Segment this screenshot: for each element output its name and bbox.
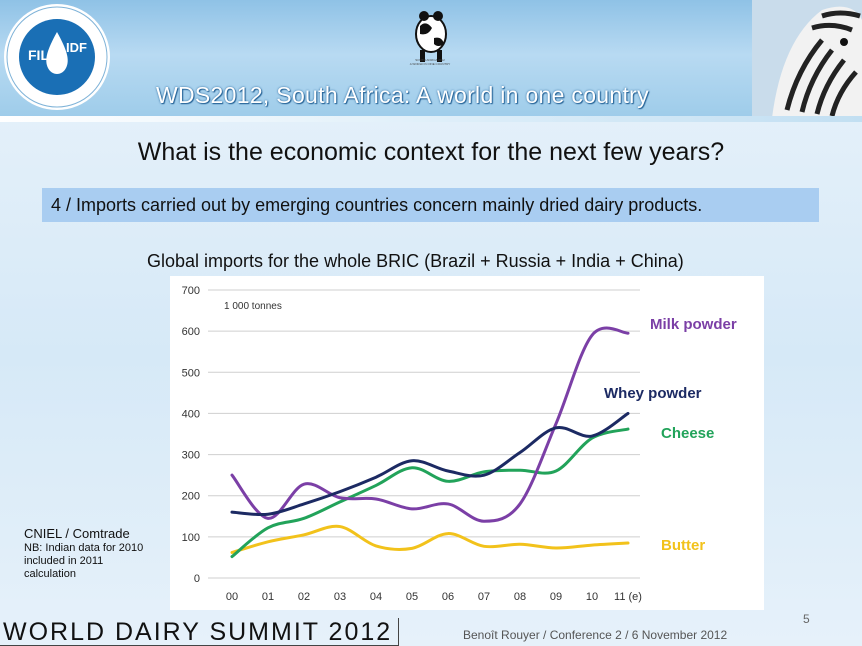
series-label-whey-powder: Whey powder: [604, 385, 702, 402]
cow-caption-line-1: SOUTH AFRICA 2012: [415, 58, 445, 62]
x-tick-label: 11 (e): [614, 591, 642, 603]
data-note: NB: Indian data for 2010 included in 201…: [24, 542, 144, 580]
x-tick-label: 09: [550, 591, 562, 603]
series-line-butter: [230, 524, 630, 554]
y-tick-label: 700: [182, 285, 200, 297]
series-line-milk-powder: [230, 326, 630, 523]
footer-summit-title: WORLD DAIRY SUMMIT 2012: [0, 618, 400, 646]
slide-title: What is the economic context for the nex…: [137, 138, 725, 166]
x-tick-label: 07: [478, 591, 490, 603]
chart-area: 0 100 200 300 400 500 600 700 00 01 02 03 04 05 06 07 08…: [170, 276, 764, 610]
x-tick-label: 04: [370, 591, 382, 603]
y-tick-label: 500: [182, 367, 200, 379]
y-tick-label: 600: [182, 326, 200, 338]
x-tick-label: 08: [514, 591, 526, 603]
key-point-box: 4 / Imports carried out by emerging coun…: [42, 188, 819, 222]
series-line-cheese: [230, 427, 630, 559]
source-label: CNIEL / Comtrade: [24, 526, 130, 541]
x-tick-label: 02: [298, 591, 310, 603]
fil-idf-logo-icon: FIL IDF: [4, 4, 110, 110]
svg-text:FIL: FIL: [28, 47, 49, 63]
series-line-whey-powder: [230, 411, 630, 517]
x-tick-label: 00: [226, 591, 238, 603]
cow-mascot-icon: [415, 11, 447, 62]
line-chart: 0 100 200 300 400 500 600 700 00 01 02 03 04 05 06 07 08…: [182, 285, 737, 603]
y-tick-label: 300: [182, 450, 200, 462]
x-tick-label: 01: [262, 591, 274, 603]
page-number: 5: [803, 612, 810, 626]
banner: FIL IDF SOUTH AFRICA 2012 A WORLD IN ONE…: [0, 0, 862, 122]
y-tick-label: 400: [182, 408, 200, 420]
x-tick-label: 05: [406, 591, 418, 603]
series-label-milk-powder: Milk powder: [650, 316, 737, 333]
series-label-cheese: Cheese: [661, 425, 714, 442]
x-tick-label: 06: [442, 591, 454, 603]
y-tick-label: 100: [182, 532, 200, 544]
chart-title: Global imports for the whole BRIC (Brazi…: [147, 251, 684, 271]
cow-caption: SOUTH AFRICA 2012 A WORLD IN ONE COUNTRY: [400, 58, 460, 66]
x-tick-label: 03: [334, 591, 346, 603]
x-tick-label: 10: [586, 591, 598, 603]
unit-label: 1 000 tonnes: [224, 301, 282, 312]
zebra-photo-icon: [752, 0, 862, 118]
y-tick-label: 200: [182, 491, 200, 503]
footer-presenter: Benoît Rouyer / Conference 2 / 6 Novembe…: [463, 628, 728, 642]
series-label-butter: Butter: [661, 537, 705, 554]
svg-text:IDF: IDF: [66, 40, 87, 55]
y-tick-label: 0: [194, 573, 200, 585]
banner-title: WDS2012, South Africa: A world in one co…: [156, 82, 649, 108]
cow-caption-line-2: A WORLD IN ONE COUNTRY: [409, 62, 451, 66]
